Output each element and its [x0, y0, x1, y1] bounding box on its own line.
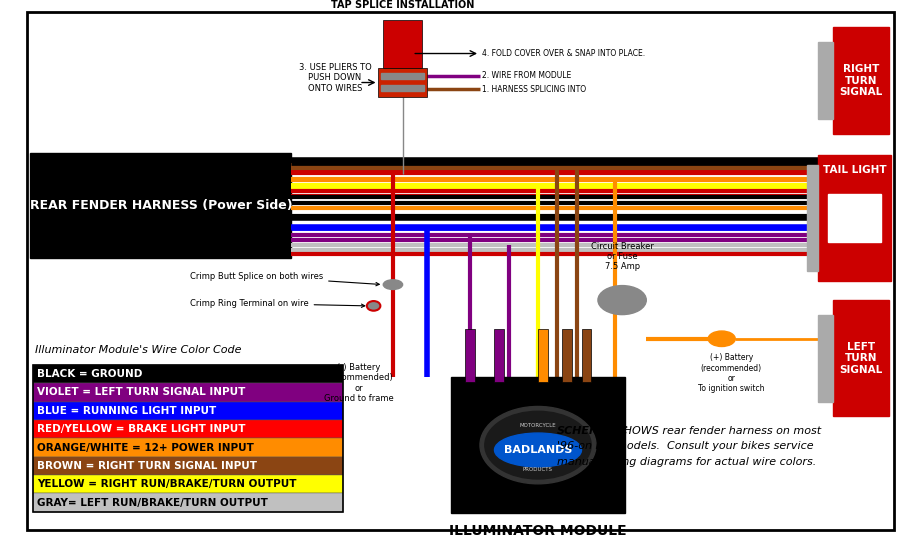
Text: Circuit Breaker
or Fuse
7.5 Amp: Circuit Breaker or Fuse 7.5 Amp	[590, 242, 653, 272]
Bar	[33, 365, 343, 383]
Bar	[31, 153, 292, 258]
Bar	[33, 494, 343, 512]
Text: BROWN = RIGHT TURN SIGNAL INPUT: BROWN = RIGHT TURN SIGNAL INPUT	[37, 461, 257, 471]
Text: manual wiring diagrams for actual wire colors.: manual wiring diagrams for actual wire c…	[557, 457, 816, 467]
Bar	[33, 420, 343, 438]
Text: BLACK = GROUND: BLACK = GROUND	[37, 369, 142, 379]
Text: TAIL LIGHT: TAIL LIGHT	[823, 165, 886, 174]
Text: BADLANDS: BADLANDS	[504, 445, 572, 455]
Bar	[382, 73, 424, 79]
Ellipse shape	[485, 411, 591, 479]
Text: YELLOW = RIGHT RUN/BRAKE/TURN OUTPUT: YELLOW = RIGHT RUN/BRAKE/TURN OUTPUT	[37, 480, 297, 489]
Bar	[818, 315, 832, 402]
Bar	[33, 383, 343, 402]
Bar	[33, 457, 343, 475]
Bar	[538, 329, 548, 382]
Bar	[378, 68, 427, 97]
Ellipse shape	[480, 407, 596, 484]
Bar	[581, 329, 591, 382]
Text: 2. WIRE FROM MODULE: 2. WIRE FROM MODULE	[482, 71, 572, 80]
Bar	[494, 329, 504, 382]
Text: MOTORCYCLE: MOTORCYCLE	[519, 423, 556, 428]
Text: BLUE = RUNNING LIGHT INPUT: BLUE = RUNNING LIGHT INPUT	[37, 406, 216, 416]
Bar	[832, 28, 889, 134]
Bar	[828, 194, 881, 242]
Text: RED/YELLOW = BRAKE LIGHT INPUT: RED/YELLOW = BRAKE LIGHT INPUT	[37, 424, 246, 434]
Text: (+) Battery
(recommended)
or
To ignition switch: (+) Battery (recommended) or To ignition…	[698, 353, 765, 394]
Text: (-) Battery
(recommended)
or
Ground to frame: (-) Battery (recommended) or Ground to f…	[324, 363, 394, 403]
Text: 4. FOLD COVER OVER & SNAP INTO PLACE.: 4. FOLD COVER OVER & SNAP INTO PLACE.	[482, 49, 645, 58]
Text: RIGHT
TURN
SIGNAL: RIGHT TURN SIGNAL	[840, 64, 883, 97]
Bar	[818, 42, 832, 119]
Text: VIOLET = LEFT TURN SIGNAL INPUT: VIOLET = LEFT TURN SIGNAL INPUT	[37, 387, 246, 397]
Bar	[818, 155, 891, 281]
Text: SCHEMATIC: SCHEMATIC	[557, 426, 629, 436]
Bar	[562, 329, 572, 382]
Ellipse shape	[383, 280, 402, 289]
Ellipse shape	[367, 301, 381, 310]
Bar	[451, 377, 625, 513]
Text: '96-on HD models.  Consult your bikes service: '96-on HD models. Consult your bikes ser…	[557, 441, 814, 451]
Bar	[832, 300, 889, 416]
Text: Crimp Ring Terminal on wire: Crimp Ring Terminal on wire	[190, 299, 364, 308]
Text: Crimp Butt Splice on both wires: Crimp Butt Splice on both wires	[190, 272, 379, 286]
Ellipse shape	[708, 331, 735, 347]
Bar	[383, 19, 422, 68]
Text: 3. USE PLIERS TO
PUSH DOWN
ONTO WIRES: 3. USE PLIERS TO PUSH DOWN ONTO WIRES	[299, 63, 372, 92]
Text: PRODUCTS: PRODUCTS	[523, 467, 553, 472]
Text: SHOWS rear fender harness on most: SHOWS rear fender harness on most	[614, 426, 822, 436]
Text: ORANGE/WHITE = 12+ POWER INPUT: ORANGE/WHITE = 12+ POWER INPUT	[37, 443, 254, 453]
Text: GRAY= LEFT RUN/BRAKE/TURN OUTPUT: GRAY= LEFT RUN/BRAKE/TURN OUTPUT	[37, 498, 268, 508]
Bar	[382, 85, 424, 91]
Bar	[33, 475, 343, 494]
Text: REAR FENDER HARNESS (Power Side): REAR FENDER HARNESS (Power Side)	[30, 199, 292, 212]
Text: TAP SPLICE INSTALLATION: TAP SPLICE INSTALLATION	[331, 0, 474, 10]
Bar	[33, 365, 343, 512]
Bar	[33, 438, 343, 457]
Ellipse shape	[598, 286, 646, 315]
Text: ILLUMINATOR MODULE: ILLUMINATOR MODULE	[449, 524, 626, 538]
Text: 1. HARNESS SPLICING INTO: 1. HARNESS SPLICING INTO	[482, 85, 586, 94]
Bar	[465, 329, 475, 382]
Ellipse shape	[494, 433, 581, 467]
Bar	[33, 402, 343, 420]
Text: Illuminator Module's Wire Color Code: Illuminator Module's Wire Color Code	[35, 345, 242, 355]
Bar	[806, 165, 818, 271]
Text: LEFT
TURN
SIGNAL: LEFT TURN SIGNAL	[840, 341, 883, 375]
